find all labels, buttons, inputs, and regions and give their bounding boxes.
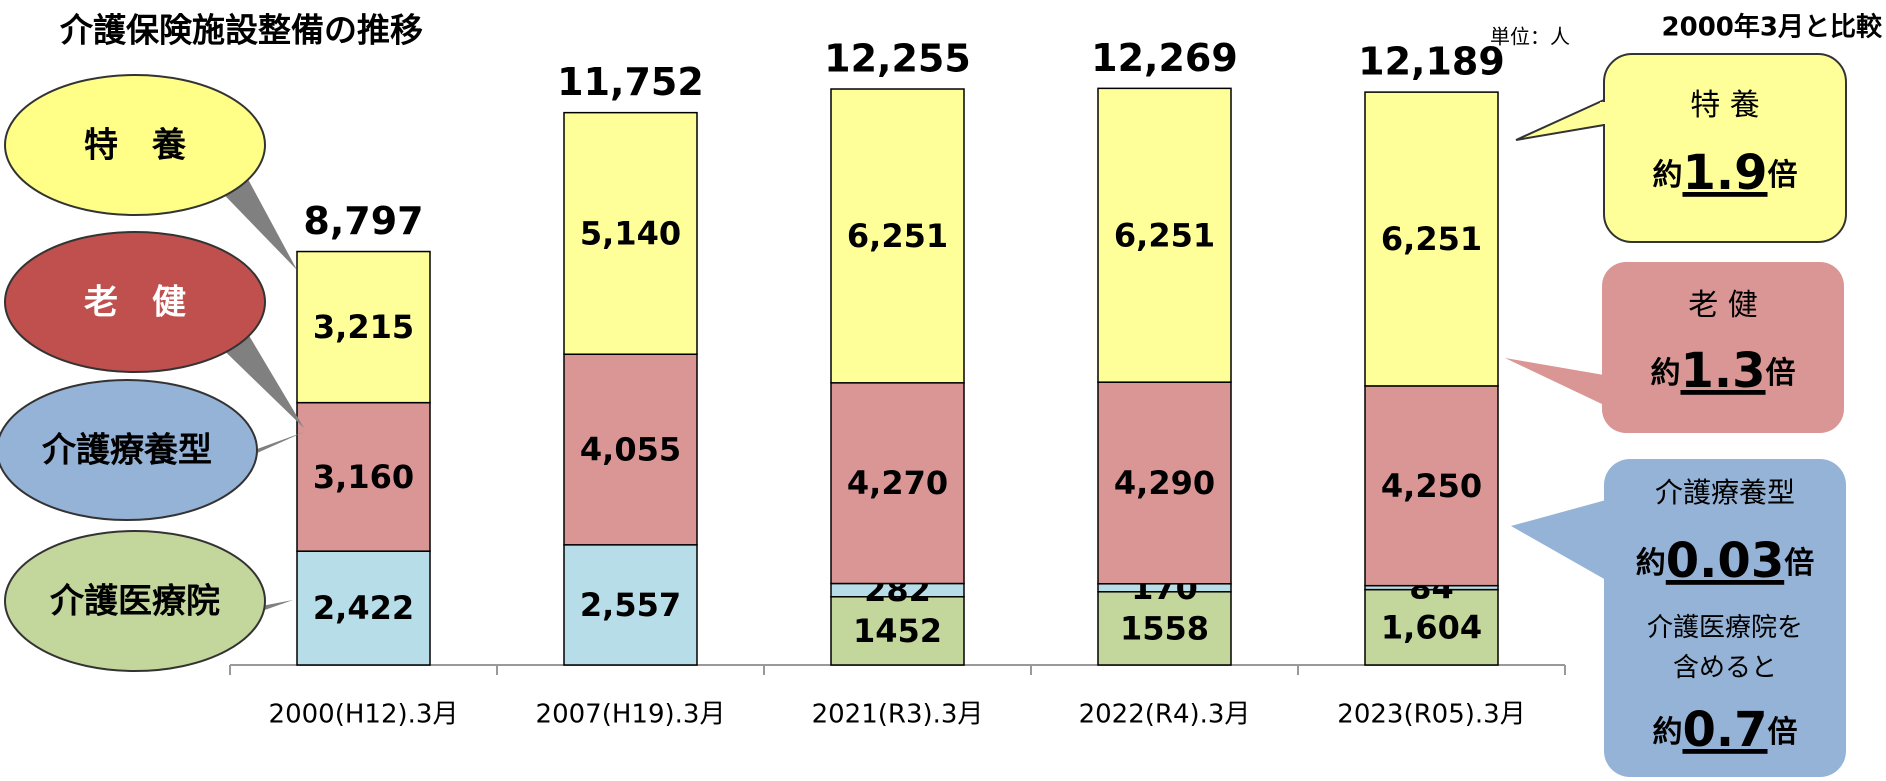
ratio-suffix: 倍	[1768, 715, 1798, 750]
legend-label: 介護医療院	[50, 582, 220, 622]
legend-label: 介護療養型	[42, 431, 212, 471]
legend-ellipse	[4, 231, 266, 373]
value-label: 4,270	[847, 464, 948, 502]
callout-box	[1604, 459, 1846, 777]
callout-tokuyou: 特 養 約1.9倍	[1515, 53, 1847, 243]
x-tick-label: 2022(R4).3月	[1079, 700, 1251, 730]
value-label: 1558	[1120, 609, 1209, 647]
callout-box	[1603, 53, 1847, 243]
value-label: 4,250	[1381, 467, 1482, 505]
bar-segment	[1364, 91, 1499, 387]
callout-title-text: 介護療養型	[1655, 476, 1795, 509]
chart-title: 介護保険施設整備の推移	[60, 11, 423, 50]
note-text: 含めると	[1673, 653, 1777, 683]
callout-roken: 老 健 約1.3倍	[1505, 262, 1844, 433]
value-label: 3,215	[313, 308, 414, 346]
callout-ratio: 約1.9倍	[1652, 145, 1797, 201]
value-label: 1,604	[1381, 608, 1482, 646]
comparison-title: 2000年3月と比較	[1662, 12, 1883, 43]
bar-segment	[1097, 381, 1232, 585]
value-label: 6,251	[1114, 216, 1215, 254]
callout-pointer	[1515, 98, 1605, 141]
bar-segment	[1097, 87, 1232, 383]
bar-segment	[296, 250, 431, 404]
value-label: 6,251	[1381, 220, 1482, 258]
callout-note: 含めると	[1673, 653, 1777, 683]
value-label: 3,160	[313, 458, 414, 496]
value-label: 1452	[853, 612, 942, 650]
bar-segment	[830, 382, 965, 585]
legend-ellipse	[4, 74, 266, 216]
callout-title: 特 養	[1690, 88, 1760, 123]
callout-pointer	[1505, 358, 1604, 405]
ratio-prefix: 約	[1650, 356, 1680, 391]
ratio-suffix: 倍	[1784, 546, 1814, 581]
callout-title-text: 特 養	[1690, 88, 1760, 123]
value-label: 4,290	[1114, 464, 1215, 502]
ratio-prefix: 約	[1636, 546, 1666, 581]
value-label: 6,251	[847, 217, 948, 255]
callout-title: 老 健	[1688, 288, 1758, 323]
ratio-prefix: 約	[1652, 158, 1682, 193]
legend-label: 老 健	[84, 283, 186, 323]
legend-label: 特 養	[84, 126, 186, 166]
callout-join	[1600, 102, 1608, 124]
bar-segment	[563, 353, 698, 546]
bar-segment	[1364, 385, 1499, 587]
total-label: 12,255	[824, 37, 971, 81]
ratio-value: 1.3	[1680, 343, 1765, 399]
callout-ratio: 約0.7倍	[1652, 702, 1797, 758]
callout-ryouyou: 介護療養型 約0.03倍 介護医療院を 含めると 約0.7倍	[1511, 459, 1846, 777]
legend-ellipse	[4, 530, 266, 672]
bar-segment	[563, 544, 698, 666]
callout-title: 介護療養型	[1655, 476, 1795, 509]
x-tick-label: 2023(R05).3月	[1337, 700, 1525, 730]
callout-pointer	[1511, 500, 1606, 580]
x-tick-label: 2021(R3).3月	[812, 700, 984, 730]
value-label: 2,557	[580, 586, 681, 624]
ratio-value: 0.7	[1682, 702, 1767, 758]
total-label: 11,752	[557, 60, 704, 104]
bar-segment	[1097, 591, 1232, 666]
callout-note: 介護医療院を	[1647, 613, 1803, 643]
callout-ratio: 約1.3倍	[1650, 343, 1795, 399]
note-text: 介護医療院を	[1647, 613, 1803, 643]
x-tick-label: 2000(H12).3月	[269, 700, 459, 730]
ratio-suffix: 倍	[1766, 356, 1796, 391]
value-label: 2,422	[313, 589, 414, 627]
ratio-value: 0.03	[1666, 533, 1784, 589]
unit-label: 単位：人	[1490, 25, 1570, 49]
callout-ratio: 約0.03倍	[1636, 533, 1814, 589]
x-tick-label: 2007(H19).3月	[536, 700, 726, 730]
total-label: 8,797	[303, 199, 423, 243]
callout-box	[1602, 262, 1844, 433]
ratio-suffix: 倍	[1768, 158, 1798, 193]
value-label: 5,140	[580, 214, 681, 252]
value-label: 4,055	[580, 431, 681, 469]
bar-segment	[830, 596, 965, 666]
callout-title-text: 老 健	[1688, 288, 1758, 323]
ratio-prefix: 約	[1652, 715, 1682, 750]
legend-ellipse	[0, 379, 258, 521]
bar-segment	[830, 88, 965, 384]
total-label: 12,269	[1091, 36, 1238, 80]
bar-segment	[296, 401, 431, 552]
ratio-value: 1.9	[1682, 145, 1767, 201]
bar-segment	[563, 111, 698, 355]
bar-segment	[1364, 588, 1499, 666]
total-label: 12,189	[1358, 40, 1505, 84]
